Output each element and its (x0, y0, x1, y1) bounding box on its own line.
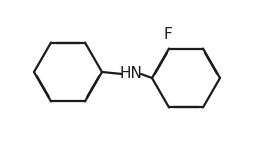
Text: HN: HN (120, 66, 142, 81)
Text: F: F (164, 27, 172, 42)
